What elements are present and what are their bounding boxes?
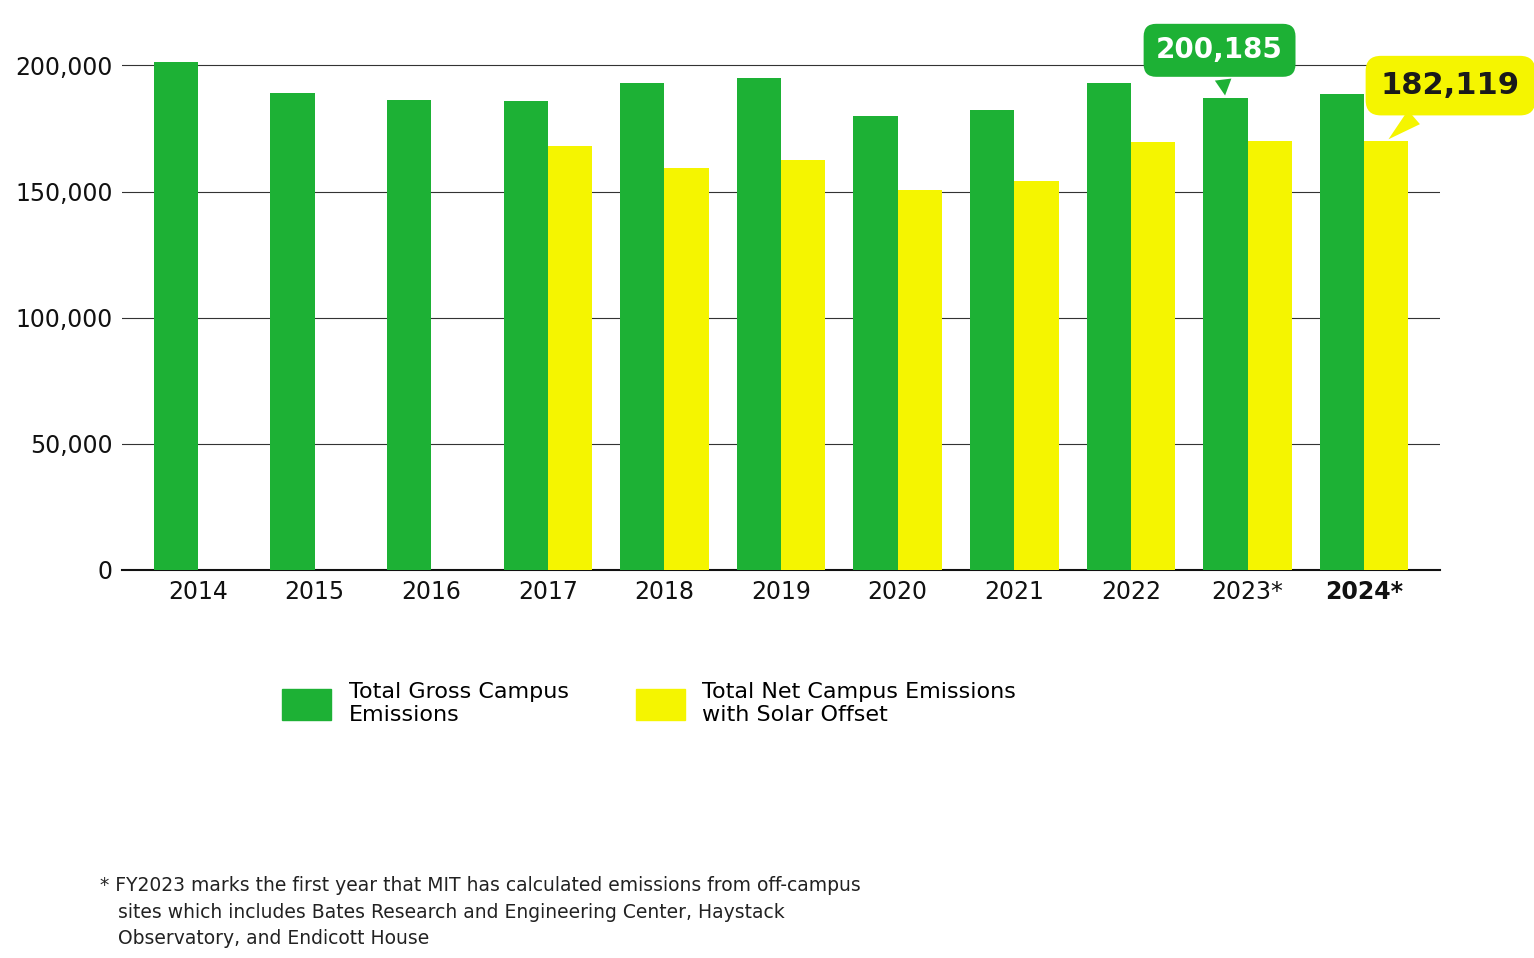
Bar (270, 93, 314, 570)
Bar (1131, 143, 1175, 570)
Bar (1247, 141, 1292, 570)
Legend: Total Gross Campus
Emissions, Total Net Campus Emissions
with Solar Offset: Total Gross Campus Emissions, Total Net … (282, 682, 1016, 725)
Text: * FY2023 marks the first year that MIT has calculated emissions from off-campus
: * FY2023 marks the first year that MIT h… (100, 877, 861, 948)
Bar (153, 61, 198, 570)
Bar (736, 78, 781, 570)
Bar (387, 100, 431, 570)
Bar (1086, 83, 1131, 570)
Bar (1319, 95, 1364, 570)
Bar (1203, 99, 1247, 570)
Bar (897, 191, 942, 570)
Bar (853, 116, 897, 570)
Bar (664, 168, 709, 570)
Bar (969, 109, 1014, 570)
Bar (503, 101, 548, 570)
Bar (620, 83, 664, 570)
Text: 182,119: 182,119 (1381, 71, 1520, 139)
Bar (781, 160, 825, 570)
Bar (1364, 141, 1408, 570)
Text: 200,185: 200,185 (1157, 36, 1282, 96)
Bar (1014, 181, 1058, 570)
Bar (548, 147, 592, 570)
